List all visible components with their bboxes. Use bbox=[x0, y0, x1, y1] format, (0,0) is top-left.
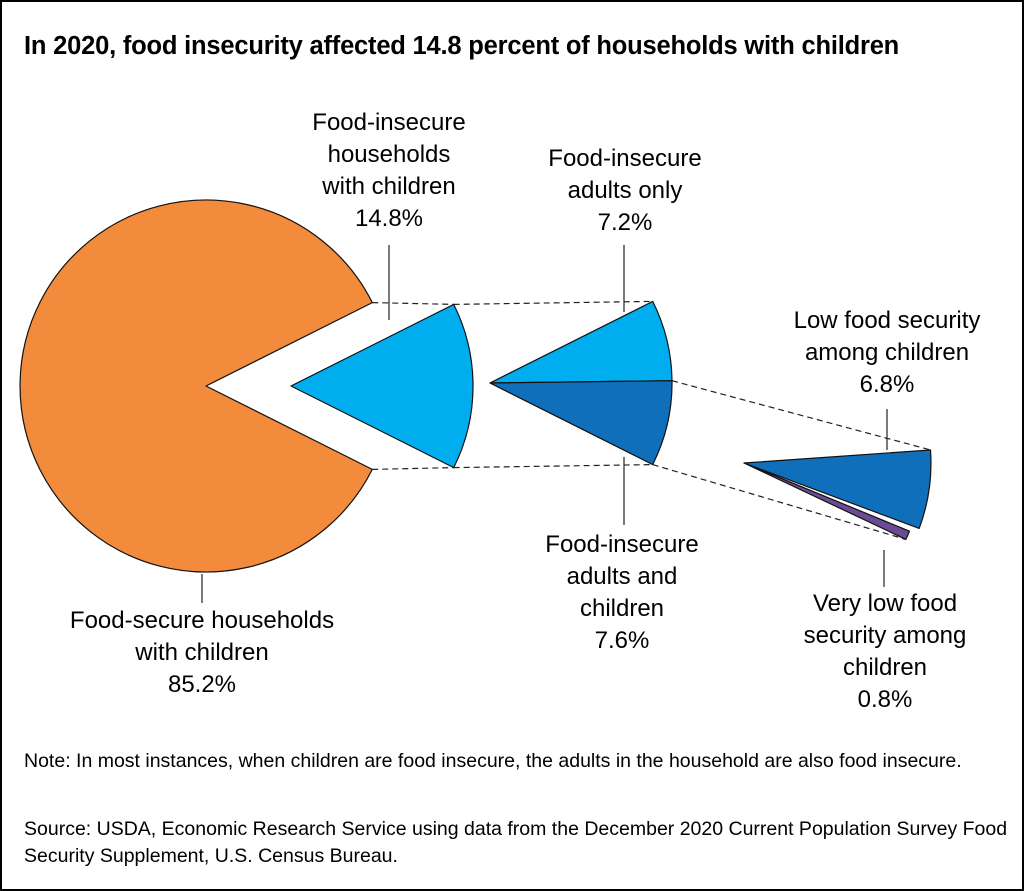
label-very-low-line-2: security among bbox=[803, 622, 967, 649]
label-food-secure: Food-secure households with children 85.… bbox=[42, 605, 362, 701]
note-text: Note: In most instances, when children a… bbox=[24, 750, 962, 772]
label-food-insecure-value: 14.8% bbox=[354, 205, 424, 232]
label-very-low-food-security: Very low food security among children 0.… bbox=[765, 588, 1005, 716]
label-low-food-security: Low food security among children 6.8% bbox=[757, 305, 1017, 401]
slice-food-insecure bbox=[290, 303, 474, 469]
connector-bottom-1 bbox=[372, 467, 454, 470]
connector-top-1 bbox=[372, 302, 454, 305]
label-low-food-security-line-1: Low food security bbox=[793, 307, 981, 334]
label-very-low-line-1: Very low food bbox=[812, 590, 958, 617]
label-food-secure-line-2: with children bbox=[135, 639, 269, 666]
connector-bottom-3 bbox=[652, 464, 907, 540]
label-low-food-security-value: 6.8% bbox=[859, 371, 915, 398]
label-food-insecure-line-2: households bbox=[327, 141, 451, 168]
slice-low-food-security bbox=[743, 449, 932, 529]
label-food-insecure-line-1: Food-insecure bbox=[312, 109, 466, 136]
label-adults-only-line-1: Food-insecure bbox=[548, 145, 702, 172]
connector-bottom-2 bbox=[453, 464, 653, 469]
label-adults-and-children-value: 7.6% bbox=[594, 627, 650, 654]
slice-adults-only bbox=[489, 300, 673, 384]
label-adults-and-children-line-3: children bbox=[579, 595, 665, 622]
label-adults-only: Food-insecure adults only 7.2% bbox=[515, 143, 735, 239]
label-food-insecure: Food-insecure households with children 1… bbox=[279, 107, 499, 235]
label-very-low-value: 0.8% bbox=[857, 686, 913, 713]
label-adults-and-children-line-1: Food-insecure bbox=[545, 531, 699, 558]
leader-lines bbox=[201, 245, 888, 603]
label-low-food-security-line-2: among children bbox=[804, 339, 970, 366]
label-adults-only-line-2: adults only bbox=[567, 177, 683, 204]
label-very-low-line-3: children bbox=[842, 654, 928, 681]
pie-slices bbox=[19, 199, 932, 573]
label-food-secure-line-1: Food-secure households bbox=[69, 607, 335, 634]
source-text: Source: USDA, Economic Research Service … bbox=[24, 818, 1008, 867]
slice-food-secure bbox=[19, 199, 373, 573]
label-food-insecure-line-3: with children bbox=[322, 173, 456, 200]
label-adults-and-children: Food-insecure adults and children 7.6% bbox=[512, 529, 732, 657]
chart-title: In 2020, food insecurity affected 14.8 p… bbox=[24, 32, 900, 60]
connector-top-2 bbox=[453, 300, 653, 305]
slice-very-low-food-security bbox=[743, 462, 911, 540]
label-food-secure-value: 85.2% bbox=[167, 671, 237, 698]
label-adults-only-value: 7.2% bbox=[597, 209, 653, 236]
label-adults-and-children-line-2: adults and bbox=[566, 563, 678, 590]
slice-adults-and-children bbox=[489, 380, 673, 466]
